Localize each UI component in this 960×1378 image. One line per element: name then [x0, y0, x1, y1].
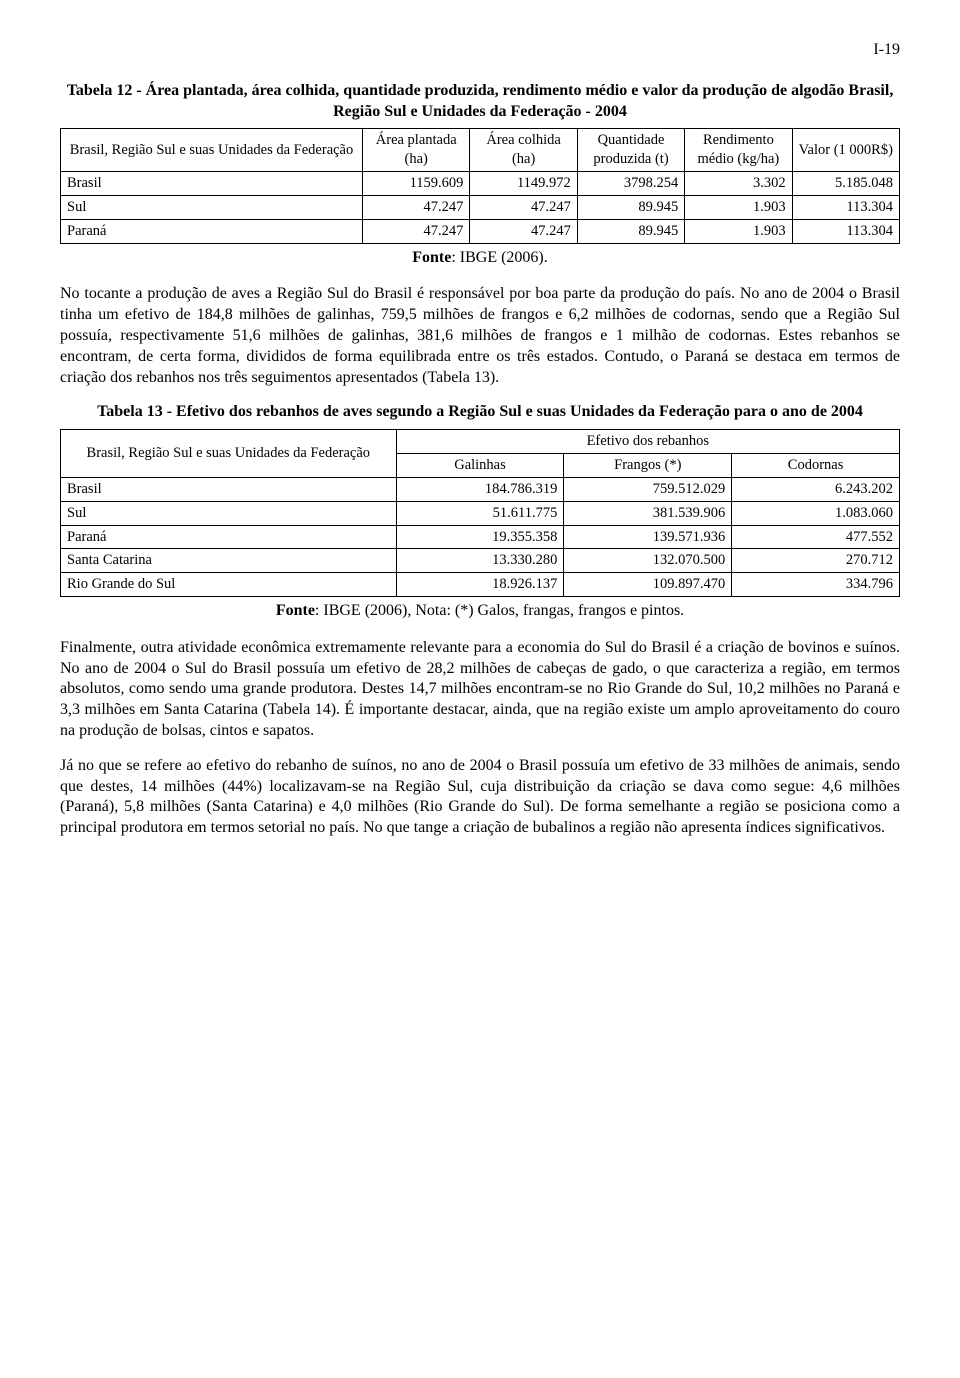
- table13-header-fed: Brasil, Região Sul e suas Unidades da Fe…: [61, 430, 397, 478]
- table-row: Brasil 1159.609 1149.972 3798.254 3.302 …: [61, 172, 900, 196]
- cell: 184.786.319: [396, 477, 564, 501]
- table-row: Santa Catarina 13.330.280 132.070.500 27…: [61, 549, 900, 573]
- paragraph-2: Finalmente, outra atividade econômica ex…: [60, 638, 900, 742]
- cell: 3.302: [685, 172, 792, 196]
- cell: 270.712: [732, 549, 900, 573]
- table-row: Rio Grande do Sul 18.926.137 109.897.470…: [61, 573, 900, 597]
- table12-header-rend: Rendimento médio (kg/ha): [685, 129, 792, 172]
- cell: 47.247: [470, 219, 577, 243]
- cell: 6.243.202: [732, 477, 900, 501]
- cell: 47.247: [470, 195, 577, 219]
- table13-source: Fonte: IBGE (2006), Nota: (*) Galos, fra…: [60, 601, 900, 622]
- table13-header-codornas: Codornas: [732, 454, 900, 478]
- cell: 1149.972: [470, 172, 577, 196]
- table-row: Sul 47.247 47.247 89.945 1.903 113.304: [61, 195, 900, 219]
- source-label: Fonte: [276, 602, 315, 619]
- table12-header-qtd: Quantidade produzida (t): [577, 129, 684, 172]
- page-number: I-19: [60, 40, 900, 61]
- cell: 1.903: [685, 219, 792, 243]
- cell: 47.247: [363, 195, 470, 219]
- row-label: Brasil: [61, 172, 363, 196]
- cell: 759.512.029: [564, 477, 732, 501]
- cell: 51.611.775: [396, 501, 564, 525]
- cell: 13.330.280: [396, 549, 564, 573]
- paragraph-1: No tocante a produção de aves a Região S…: [60, 284, 900, 388]
- table-row: Paraná 19.355.358 139.571.936 477.552: [61, 525, 900, 549]
- cell: 18.926.137: [396, 573, 564, 597]
- table13-header-galinhas: Galinhas: [396, 454, 564, 478]
- cell: 1.903: [685, 195, 792, 219]
- cell: 47.247: [363, 219, 470, 243]
- cell: 89.945: [577, 195, 684, 219]
- cell: 113.304: [792, 219, 899, 243]
- table13-header-group: Efetivo dos rebanhos: [396, 430, 899, 454]
- table13-title: Tabela 13 - Efetivo dos rebanhos de aves…: [60, 402, 900, 423]
- cell: 3798.254: [577, 172, 684, 196]
- cell: 109.897.470: [564, 573, 732, 597]
- table-row: Sul 51.611.775 381.539.906 1.083.060: [61, 501, 900, 525]
- table12-source: Fonte: IBGE (2006).: [60, 248, 900, 269]
- row-label: Brasil: [61, 477, 397, 501]
- row-label: Rio Grande do Sul: [61, 573, 397, 597]
- row-label: Paraná: [61, 525, 397, 549]
- row-label: Paraná: [61, 219, 363, 243]
- table12-header-fed: Brasil, Região Sul e suas Unidades da Fe…: [61, 129, 363, 172]
- table12-title: Tabela 12 - Área plantada, área colhida,…: [60, 81, 900, 123]
- table12-header-valor: Valor (1 000R$): [792, 129, 899, 172]
- source-text: : IBGE (2006).: [451, 249, 547, 266]
- cell: 5.185.048: [792, 172, 899, 196]
- table12-header-area-colh: Área colhida (ha): [470, 129, 577, 172]
- cell: 113.304: [792, 195, 899, 219]
- cell: 1159.609: [363, 172, 470, 196]
- cell: 1.083.060: [732, 501, 900, 525]
- cell: 89.945: [577, 219, 684, 243]
- row-label: Sul: [61, 501, 397, 525]
- paragraph-3: Já no que se refere ao efetivo do rebanh…: [60, 756, 900, 839]
- cell: 381.539.906: [564, 501, 732, 525]
- table13-header-frangos: Frangos (*): [564, 454, 732, 478]
- row-label: Santa Catarina: [61, 549, 397, 573]
- cell: 477.552: [732, 525, 900, 549]
- cell: 334.796: [732, 573, 900, 597]
- cell: 139.571.936: [564, 525, 732, 549]
- table-row: Paraná 47.247 47.247 89.945 1.903 113.30…: [61, 219, 900, 243]
- source-label: Fonte: [412, 249, 451, 266]
- cell: 19.355.358: [396, 525, 564, 549]
- table-row: Brasil 184.786.319 759.512.029 6.243.202: [61, 477, 900, 501]
- table12-header-area-plant: Área plantada (ha): [363, 129, 470, 172]
- cell: 132.070.500: [564, 549, 732, 573]
- row-label: Sul: [61, 195, 363, 219]
- source-text: : IBGE (2006), Nota: (*) Galos, frangas,…: [315, 602, 684, 619]
- table13: Brasil, Região Sul e suas Unidades da Fe…: [60, 429, 900, 597]
- table12: Brasil, Região Sul e suas Unidades da Fe…: [60, 128, 900, 243]
